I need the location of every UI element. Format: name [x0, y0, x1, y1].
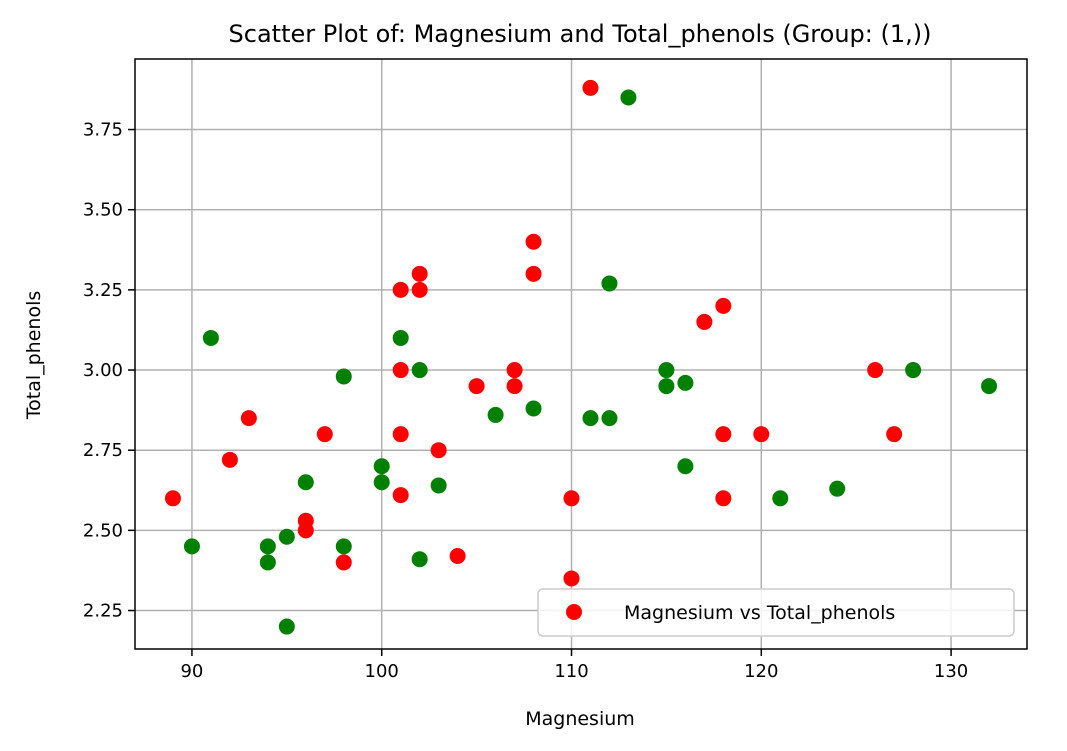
plot-frame	[134, 58, 1028, 650]
y-axis-label: Total_phenols	[23, 291, 45, 421]
scatter-point-red	[506, 362, 523, 379]
scatter-point-green	[278, 618, 295, 635]
scatter-point-green	[525, 400, 542, 417]
scatter-point-green	[658, 362, 675, 379]
scatter-point-red	[696, 313, 713, 330]
scatter-point-green	[335, 368, 352, 385]
scatter-point-green	[677, 374, 694, 391]
scatter-point-green	[601, 410, 618, 427]
scatter-point-green	[373, 458, 390, 475]
scatter-point-green	[411, 362, 428, 379]
scatter-point-red	[316, 426, 333, 443]
scatter-point-green	[772, 490, 789, 507]
scatter-point-green	[411, 551, 428, 568]
scatter-point-red	[563, 570, 580, 587]
scatter-point-red	[506, 378, 523, 395]
scatter-point-red	[867, 362, 884, 379]
scatter-point-red	[715, 490, 732, 507]
legend: Magnesium vs Total_phenols	[537, 588, 1015, 637]
scatter-point-red	[525, 233, 542, 250]
scatter-point-red	[563, 490, 580, 507]
scatter-point-red	[297, 522, 314, 539]
scatter-point-green	[658, 378, 675, 395]
x-tick-label: 110	[554, 661, 588, 682]
scatter-point-green	[259, 538, 276, 555]
x-tick-label: 90	[180, 661, 203, 682]
scatter-point-red	[468, 378, 485, 395]
scatter-point-red	[392, 362, 409, 379]
scatter-point-green	[620, 89, 637, 106]
x-tick-label: 130	[934, 661, 968, 682]
scatter-point-green	[981, 378, 998, 395]
scatter-point-green	[430, 477, 447, 494]
y-tick-label: 3.75	[83, 120, 123, 141]
chart-title: Scatter Plot of: Magnesium and Total_phe…	[229, 20, 932, 48]
axis-ticks: 90 100 110 120 130 2.25 2.50 2.75 3.00 3.25 3.50 3.…	[83, 120, 968, 682]
scatter-point-green	[392, 329, 409, 346]
scatter-point-red	[430, 442, 447, 459]
scatter-point-red	[392, 281, 409, 298]
scatter-point-green	[373, 474, 390, 491]
y-tick-label: 3.00	[83, 360, 123, 381]
scatter-point-red	[525, 265, 542, 282]
scatter-point-green	[202, 329, 219, 346]
scatter-point-green	[297, 474, 314, 491]
scatter-point-red	[411, 281, 428, 298]
scatter-point-green	[829, 480, 846, 497]
legend-marker	[566, 604, 582, 620]
y-tick-label: 2.25	[83, 601, 123, 622]
scatter-point-red	[449, 548, 466, 565]
scatter-point-red	[753, 426, 770, 443]
scatter-point-red	[411, 265, 428, 282]
scatter-point-green	[487, 406, 504, 423]
legend-label: Magnesium vs Total_phenols	[624, 602, 895, 624]
scatter-point-red	[392, 487, 409, 504]
scatter-point-red	[221, 451, 238, 468]
scatter-point-red	[582, 79, 599, 96]
scatter-point-red	[240, 410, 257, 427]
scatter-point-green	[278, 528, 295, 545]
y-tick-label: 3.50	[83, 200, 123, 221]
scatter-point-green	[183, 538, 200, 555]
scatter-point-red	[335, 554, 352, 571]
scatter-point-green	[335, 538, 352, 555]
scatter-point-red	[715, 297, 732, 314]
scatter-point-green	[905, 362, 922, 379]
data-points	[164, 79, 998, 635]
scatter-point-red	[886, 426, 903, 443]
y-tick-label: 3.25	[83, 280, 123, 301]
x-axis-label: Magnesium	[525, 708, 635, 730]
scatter-point-green	[601, 275, 618, 292]
scatter-point-red	[392, 426, 409, 443]
scatter-point-green	[259, 554, 276, 571]
y-tick-label: 2.75	[83, 440, 123, 461]
scatter-point-red	[164, 490, 181, 507]
x-tick-label: 100	[365, 661, 399, 682]
scatter-point-red	[715, 426, 732, 443]
y-tick-label: 2.50	[83, 520, 123, 541]
x-tick-label: 120	[744, 661, 778, 682]
scatter-point-green	[677, 458, 694, 475]
scatter-point-green	[582, 410, 599, 427]
legend-box	[537, 588, 1015, 637]
